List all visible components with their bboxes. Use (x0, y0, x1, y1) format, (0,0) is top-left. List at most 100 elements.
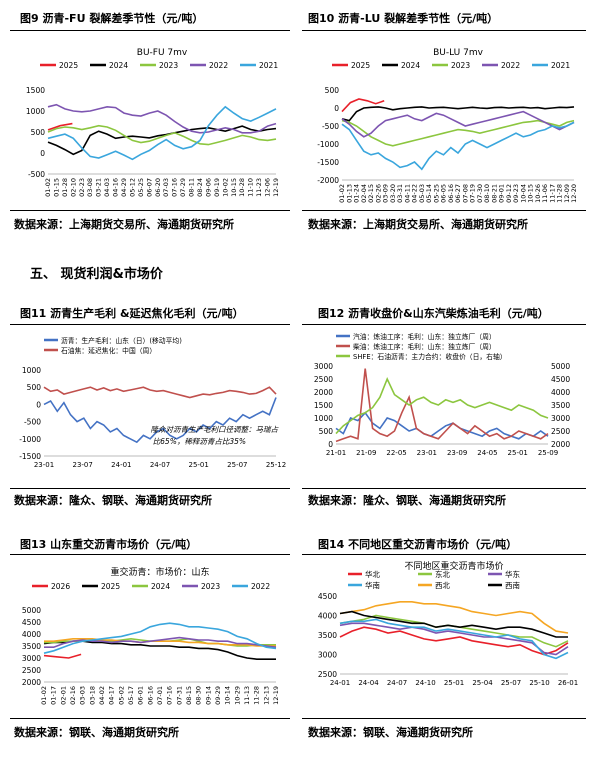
series-line-西南 (339, 610, 568, 638)
annotation-line: 隆众对沥青生产毛利口径调整：马瑞占 (151, 425, 280, 434)
y-tick-label: 2500 (318, 670, 337, 679)
x-tick-label: 23-01 (34, 461, 54, 469)
series-line-2022 (341, 110, 575, 138)
legend-label: 2024 (401, 61, 420, 70)
y-tick-label: -2000 (317, 176, 339, 185)
series-line-2024 (44, 638, 276, 647)
x-tick-label: 24-07 (387, 679, 407, 687)
x-tick-label: 23-01 (417, 449, 437, 457)
fig13-source: 数据来源：钢联、海通期货研究所 (14, 726, 179, 739)
y-right-tick-label: 2000 (551, 440, 570, 449)
x-tick-label: 03-03 (79, 686, 87, 705)
x-tick-label: 02-15 (367, 184, 375, 203)
y-tick-label: -1500 (19, 452, 41, 461)
x-tick-label: 25-01 (188, 461, 208, 469)
legend-label: 2023 (451, 61, 470, 70)
y-tick-label: 2000 (314, 388, 333, 397)
x-tick-label: 07-16 (166, 686, 174, 705)
series-line-2021 (47, 105, 277, 161)
x-tick-label: 08-21 (490, 184, 498, 203)
x-tick-label: 24-07 (150, 461, 170, 469)
legend-label: 2025 (101, 582, 120, 591)
y-tick-label: 3500 (318, 631, 337, 640)
x-tick-label: 01-02 (44, 178, 52, 197)
series-line-华东 (339, 622, 569, 656)
fig10-heading: 图10 沥青-LU 裂解差季节性（元/吨） (308, 12, 499, 25)
x-tick-label: 07-01 (156, 686, 164, 705)
x-tick-label: 02-04 (360, 184, 368, 203)
y-tick-label: 2500 (22, 666, 41, 675)
y-tick-label: 0 (40, 149, 45, 158)
legend-label: 华北 (365, 569, 380, 579)
fig14-source: 数据来源：钢联、海通期货研究所 (308, 726, 473, 739)
y-tick-label: 4500 (22, 618, 41, 627)
y-tick-label: 3000 (318, 651, 337, 660)
x-tick-label: 04-11 (403, 184, 411, 203)
x-tick-label: 25-07 (501, 679, 521, 687)
legend-label: 汽油：炼油工序：毛利：山东：独立炼厂（周） (353, 332, 496, 341)
series-line-2024 (341, 106, 575, 122)
x-tick-label: 24-01 (330, 679, 350, 687)
chart-annotation: 隆众对沥青生产毛利口径调整：马瑞占比65%，稀释沥青占比35% (151, 425, 280, 446)
x-tick-label: 21-01 (326, 449, 346, 457)
x-tick-label: 12-09 (563, 184, 571, 203)
x-tick-label: 06-07 (145, 178, 153, 197)
x-tick-label: 11-28 (253, 686, 261, 705)
x-tick-label: 04-03 (103, 178, 111, 197)
x-tick-label: 03-18 (88, 686, 96, 705)
fig10-source-rule (302, 210, 586, 211)
x-tick-label: 12-20 (570, 184, 578, 203)
x-tick-label: 02-23 (78, 178, 86, 197)
series-line-2022 (43, 622, 277, 654)
series-line-柴油：炼油工序：毛利：山东：独立炼厂（周） (335, 368, 549, 443)
y-tick-label: 500 (319, 427, 334, 436)
fig13-heading: 图13 山东重交沥青市场价（元/吨） (20, 538, 198, 551)
x-tick-label: 22-05 (386, 449, 406, 457)
x-tick-label: 11-17 (548, 184, 556, 203)
x-tick-label: 07-16 (171, 178, 179, 197)
x-tick-label: 10-04 (519, 184, 527, 203)
x-tick-label: 09-23 (512, 184, 520, 203)
y-tick-label: 2500 (314, 375, 333, 384)
y-right-tick-label: 5000 (551, 362, 570, 371)
fig12-chart: 3000250020001500100050005000450040003500… (314, 332, 570, 457)
y-tick-label: 500 (27, 383, 42, 392)
x-tick-label: 23-09 (447, 449, 467, 457)
y-right-tick-label: 4000 (551, 388, 570, 397)
x-tick-label: 06-16 (447, 184, 455, 203)
x-tick-label: 09-12 (505, 184, 513, 203)
x-tick-label: 05-03 (418, 184, 426, 203)
y-right-tick-label: 3000 (551, 414, 570, 423)
x-tick-label: 06-27 (454, 184, 462, 203)
y-tick-label: 5000 (22, 606, 41, 615)
legend-label: 2022 (251, 582, 270, 591)
x-tick-label: 10-28 (238, 178, 246, 197)
x-tick-label: 07-29 (179, 178, 187, 197)
y-tick-label: 4000 (22, 630, 41, 639)
y-tick-label: 500 (325, 86, 340, 95)
fig14-source-rule (302, 718, 586, 719)
x-tick-label: 12-06 (264, 178, 272, 197)
x-tick-label: 24-05 (477, 449, 497, 457)
x-tick-label: 25-12 (266, 461, 286, 469)
x-tick-label: 09-06 (204, 178, 212, 197)
x-tick-label: 01-17 (50, 686, 58, 705)
x-tick-label: 06-16 (146, 686, 154, 705)
x-tick-label: 10-26 (534, 184, 542, 203)
series-line-沥青：生产毛利：山东（日）(移动平均) (43, 397, 277, 444)
x-tick-label: 25-09 (538, 449, 558, 457)
legend-label: 2021 (551, 61, 570, 70)
series-line-2023 (47, 124, 277, 146)
fig13-chart: 重交沥青：市场价：山东50004500400035003000250020000… (22, 566, 280, 705)
fig11-source: 数据来源：隆众、钢联、海通期货研究所 (14, 494, 212, 507)
y-right-tick-label: 4500 (551, 375, 570, 384)
x-tick-label: 03-20 (389, 184, 397, 203)
x-tick-label: 05-12 (128, 178, 136, 197)
fig12-source: 数据来源：隆众、钢联、海通期货研究所 (308, 494, 506, 507)
series-line-石油焦：延迟焦化：中国（周） (43, 386, 277, 399)
chart-title: 不同地区重交沥青市场价 (404, 560, 503, 572)
y-tick-label: -1000 (317, 140, 339, 149)
fig9-heading: 图9 沥青-FU 裂解差季节性（元/吨） (20, 12, 204, 25)
